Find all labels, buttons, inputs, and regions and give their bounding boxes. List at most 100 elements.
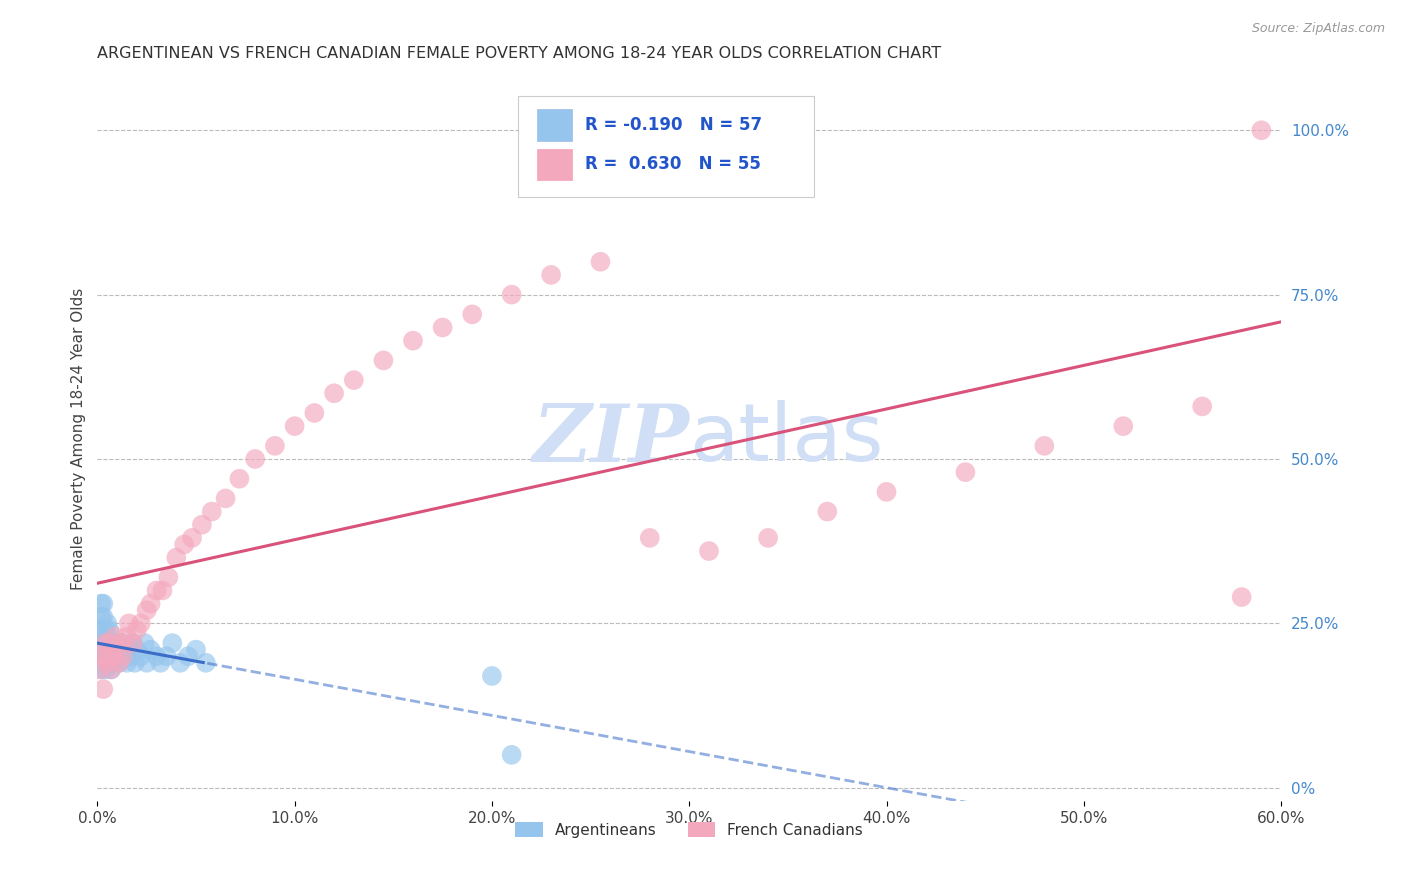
Point [108, 656, 131, 670]
Point [201, 505, 224, 519]
Point [110, 636, 132, 650]
Text: ZIP: ZIP [533, 401, 689, 478]
Point [135, 656, 157, 670]
Point [155, 649, 177, 664]
Point [111, 649, 134, 664]
Point [89, 662, 111, 676]
Point [91, 649, 114, 664]
Point [264, 439, 287, 453]
Point [589, 254, 612, 268]
Point [243, 452, 266, 467]
Point [90, 597, 112, 611]
Point [152, 583, 174, 598]
Point [91, 609, 114, 624]
Point [104, 630, 127, 644]
Point [98, 636, 121, 650]
Point [191, 517, 214, 532]
Point [1230, 590, 1253, 604]
Point [90, 609, 112, 624]
Point [101, 656, 124, 670]
Point [184, 642, 207, 657]
Point [157, 570, 180, 584]
Point [304, 406, 326, 420]
Point [121, 636, 143, 650]
Point [91, 597, 114, 611]
Point [105, 642, 128, 657]
Point [90, 662, 112, 676]
Point [101, 642, 124, 657]
Point [98, 649, 121, 664]
Point [118, 642, 141, 657]
Point [461, 307, 484, 321]
Point [94, 662, 117, 676]
Point [96, 616, 118, 631]
Point [120, 649, 142, 664]
Point [115, 656, 138, 670]
Point [110, 649, 132, 664]
Point [94, 649, 117, 664]
Point [162, 636, 184, 650]
Point [108, 656, 131, 670]
Point [91, 682, 114, 697]
Point [214, 491, 236, 506]
Point [100, 649, 122, 664]
Point [149, 656, 172, 670]
Text: Source: ZipAtlas.com: Source: ZipAtlas.com [1251, 22, 1385, 36]
Point [756, 531, 779, 545]
Point [90, 636, 112, 650]
Point [98, 623, 121, 637]
Point [284, 419, 307, 434]
Point [100, 662, 122, 676]
Point [815, 505, 838, 519]
Point [89, 636, 111, 650]
Text: atlas: atlas [689, 401, 883, 478]
Point [94, 636, 117, 650]
Point [96, 642, 118, 657]
Point [432, 320, 454, 334]
Point [125, 642, 148, 657]
Point [118, 616, 141, 631]
Point [145, 583, 167, 598]
Point [101, 649, 124, 664]
Point [165, 550, 187, 565]
Point [114, 649, 136, 664]
Point [129, 649, 152, 664]
Point [89, 623, 111, 637]
Point [89, 649, 111, 664]
Point [96, 656, 118, 670]
Point [228, 472, 250, 486]
Point [90, 649, 112, 664]
Text: R = -0.190   N = 57: R = -0.190 N = 57 [585, 116, 762, 134]
Point [96, 656, 118, 670]
FancyBboxPatch shape [537, 109, 572, 141]
Point [94, 623, 117, 637]
Point [540, 268, 562, 282]
Point [98, 636, 121, 650]
Point [697, 544, 720, 558]
Point [115, 630, 138, 644]
Point [100, 662, 122, 676]
Point [373, 353, 395, 368]
Point [1250, 123, 1272, 137]
Point [481, 669, 503, 683]
Point [402, 334, 425, 348]
Point [145, 649, 167, 664]
Point [169, 656, 191, 670]
Point [129, 616, 152, 631]
Point [96, 630, 118, 644]
Text: ARGENTINEAN VS FRENCH CANADIAN FEMALE POVERTY AMONG 18-24 YEAR OLDS CORRELATION : ARGENTINEAN VS FRENCH CANADIAN FEMALE PO… [97, 46, 942, 62]
Point [173, 537, 195, 551]
Point [91, 649, 114, 664]
Point [108, 642, 131, 657]
FancyBboxPatch shape [517, 95, 814, 197]
Point [343, 373, 366, 387]
Point [134, 636, 156, 650]
Point [1191, 400, 1213, 414]
Point [105, 649, 128, 664]
Point [1112, 419, 1135, 434]
Point [139, 642, 162, 657]
Point [139, 597, 162, 611]
Point [91, 623, 114, 637]
Point [124, 656, 146, 670]
Point [104, 636, 127, 650]
